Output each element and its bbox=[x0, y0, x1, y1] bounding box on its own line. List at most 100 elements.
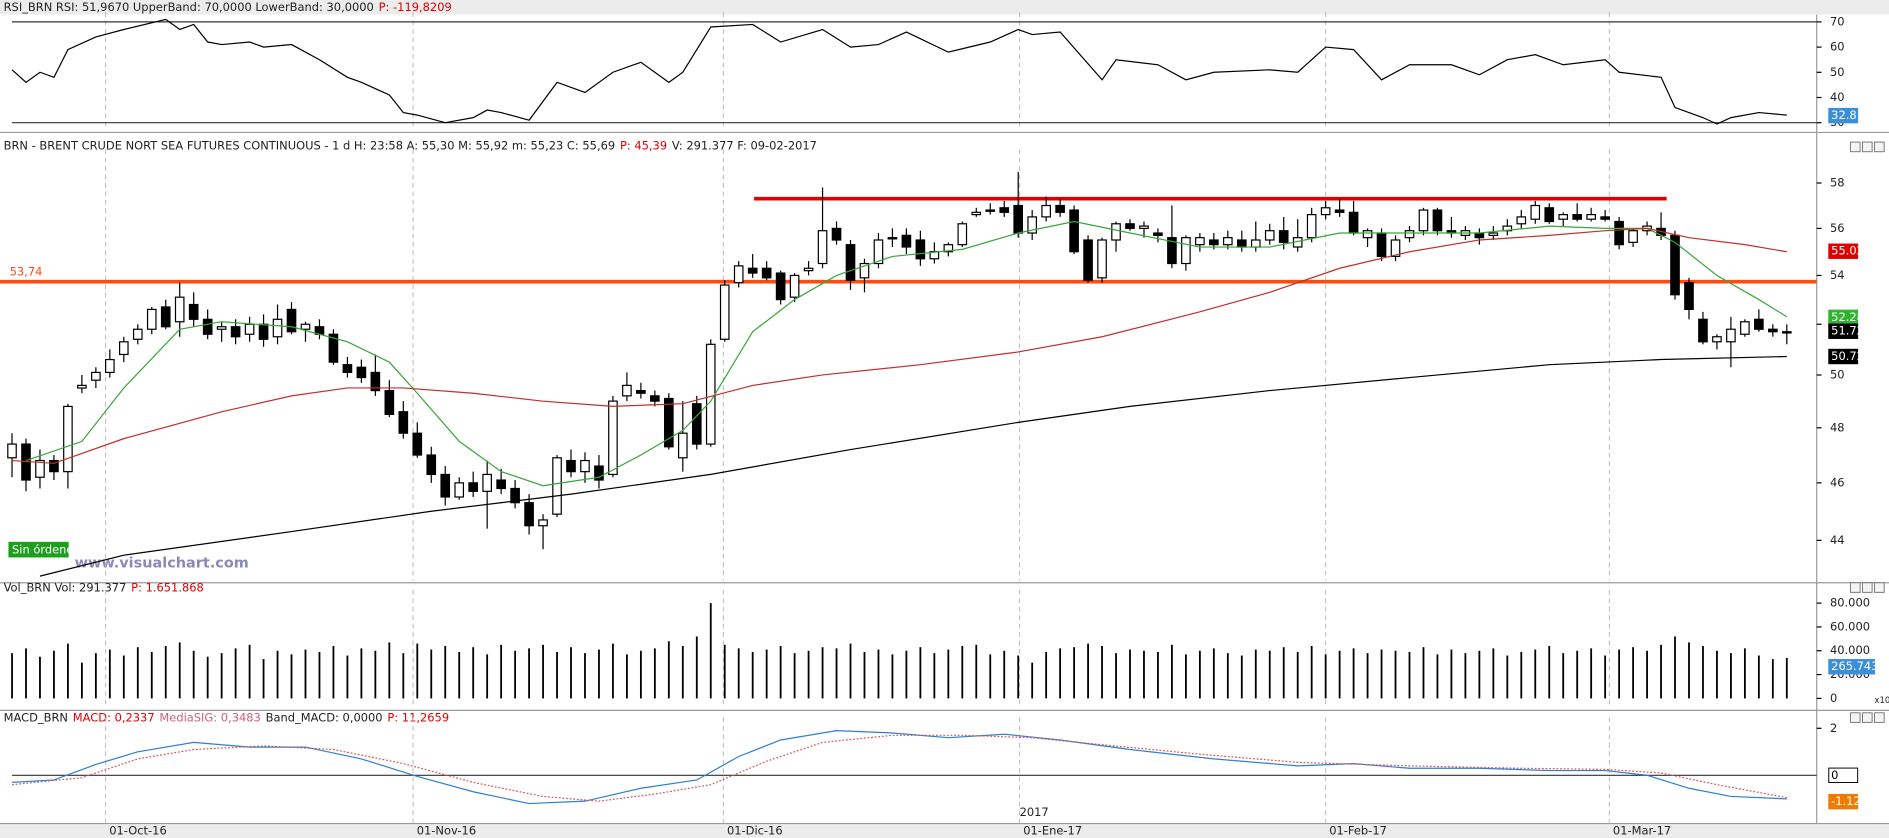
volume-bar bbox=[122, 655, 125, 699]
candle-body bbox=[370, 371, 381, 392]
x-tick-label: 01-Nov-16 bbox=[417, 823, 476, 837]
candle-body bbox=[118, 341, 129, 356]
y-tick-label: 56 bbox=[1830, 221, 1845, 235]
candle-body bbox=[202, 318, 213, 335]
header-part: P: -119,8209 bbox=[379, 0, 452, 14]
volume-bar bbox=[276, 650, 279, 699]
last-value-box bbox=[1828, 767, 1859, 784]
candle-body bbox=[1432, 209, 1443, 232]
volume-bar bbox=[570, 647, 572, 699]
volume-bar bbox=[1115, 653, 1117, 699]
header-part: P: 11,2659 bbox=[387, 710, 449, 724]
volume-bar bbox=[919, 647, 922, 699]
candle-body bbox=[566, 459, 576, 473]
candle-body bbox=[258, 323, 269, 340]
candle-body bbox=[272, 318, 283, 338]
volume-bar bbox=[1212, 648, 1215, 699]
candle-body bbox=[1698, 318, 1708, 343]
candle-body bbox=[943, 244, 954, 253]
volume-bar bbox=[318, 651, 321, 699]
candle-body bbox=[775, 272, 786, 301]
last-value-label: 51.72 bbox=[1831, 324, 1864, 338]
candle-body bbox=[356, 366, 367, 379]
y-tick-label: 46 bbox=[1830, 475, 1845, 489]
last-value-label: 32.8 bbox=[1831, 108, 1856, 122]
minimize-button[interactable] bbox=[1849, 141, 1861, 153]
candle-body bbox=[1195, 237, 1205, 246]
candle-body bbox=[691, 403, 702, 445]
volume-bar bbox=[1017, 655, 1020, 699]
candle-body bbox=[328, 333, 339, 363]
volume-bar bbox=[933, 653, 936, 699]
volume-bar bbox=[975, 644, 978, 699]
candle-body bbox=[1390, 239, 1401, 258]
candle-body bbox=[915, 239, 926, 260]
volume-bar bbox=[1660, 644, 1662, 699]
last-value-label: 52.28 bbox=[1831, 310, 1864, 324]
volume-bar bbox=[1101, 645, 1103, 699]
volume-bar bbox=[1310, 645, 1313, 699]
close-button[interactable] bbox=[1874, 712, 1885, 723]
volume-bar bbox=[108, 649, 111, 699]
candle-body bbox=[1083, 239, 1093, 281]
candle-body bbox=[971, 211, 982, 216]
volume-bar bbox=[39, 656, 41, 699]
candle-body bbox=[35, 459, 45, 478]
candle-body bbox=[63, 405, 73, 473]
volume-bar bbox=[1282, 647, 1285, 699]
volume-bar bbox=[500, 644, 503, 699]
watermark: www.visualchart.com bbox=[75, 555, 249, 571]
candle-body bbox=[398, 411, 409, 434]
volume-bar bbox=[360, 648, 363, 699]
minimize-button[interactable] bbox=[1849, 582, 1861, 593]
y-tick-label: 48 bbox=[1830, 420, 1845, 434]
candle-body bbox=[608, 400, 618, 476]
header-part: MediaSIG: 0,3483 bbox=[159, 710, 260, 724]
volume-bar bbox=[136, 647, 139, 699]
series-line bbox=[39, 355, 1787, 577]
candle-body bbox=[761, 267, 772, 279]
volume-bar bbox=[1394, 650, 1397, 699]
volume-bar bbox=[94, 653, 97, 699]
candle-body bbox=[1139, 225, 1149, 229]
candle-body bbox=[1600, 216, 1610, 220]
volume-bar bbox=[262, 659, 265, 699]
last-value-box bbox=[1828, 243, 1859, 259]
y-tick-label: 60 bbox=[1830, 40, 1845, 54]
close-button[interactable] bbox=[1874, 582, 1885, 593]
candle-body bbox=[1236, 239, 1247, 248]
x-tick-label: 01-Ene-17 bbox=[1023, 823, 1082, 837]
candle-body bbox=[636, 390, 646, 394]
candle-body bbox=[999, 207, 1010, 213]
maximize-button[interactable] bbox=[1862, 141, 1873, 153]
volume-bar bbox=[667, 641, 670, 699]
minimize-button[interactable] bbox=[1849, 712, 1861, 723]
candle-body bbox=[174, 296, 185, 323]
candle-body bbox=[482, 473, 492, 492]
volume-bar bbox=[1184, 654, 1187, 699]
candle-body bbox=[1013, 204, 1024, 234]
volume-bar bbox=[1730, 653, 1732, 699]
header-part: Vol_BRN Vol: 291.377 bbox=[4, 580, 127, 594]
last-value-box bbox=[1828, 348, 1859, 365]
volume-bar bbox=[1534, 649, 1537, 699]
candle-body bbox=[1781, 331, 1792, 334]
volume-bar bbox=[1688, 642, 1690, 699]
volume-bar bbox=[1464, 653, 1467, 699]
candle-body bbox=[1097, 239, 1107, 279]
volume-bar bbox=[234, 648, 237, 699]
window-buttons[interactable] bbox=[1849, 141, 1885, 723]
candle-body bbox=[594, 465, 604, 481]
candle-body bbox=[454, 482, 465, 498]
maximize-button[interactable] bbox=[1862, 582, 1873, 593]
volume-bar bbox=[290, 654, 293, 699]
candle-body bbox=[1586, 214, 1596, 220]
volume-bar bbox=[1506, 655, 1509, 699]
volume-bar bbox=[472, 647, 475, 699]
candle-body bbox=[1306, 214, 1317, 239]
volume-bar bbox=[695, 636, 698, 699]
maximize-button[interactable] bbox=[1862, 712, 1873, 723]
close-button[interactable] bbox=[1874, 141, 1885, 153]
candle-body bbox=[901, 234, 912, 248]
volume-bar bbox=[1450, 649, 1453, 699]
